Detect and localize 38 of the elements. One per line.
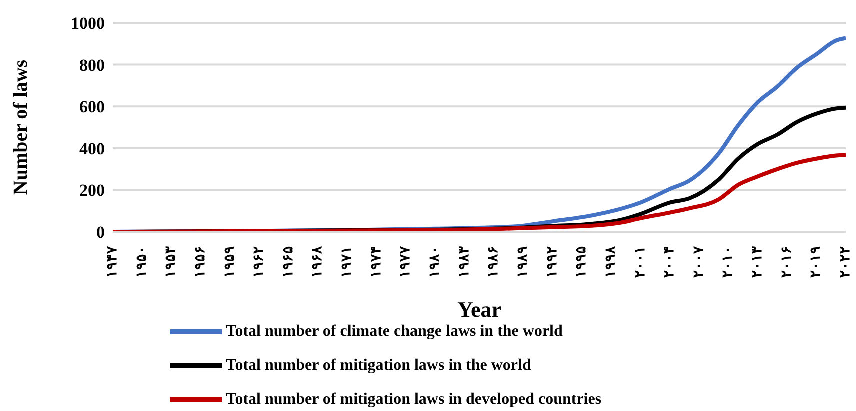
y-tick-label: 400	[80, 139, 105, 158]
y-tick-label: 800	[80, 56, 105, 75]
x-tick-label: ۱۹۸۳	[457, 246, 472, 278]
x-tick-label: ۱۹۹۲	[545, 246, 560, 278]
x-tick-label: ۱۹۵۹	[222, 246, 238, 278]
y-axis-title: Number of laws	[10, 60, 32, 196]
x-tick-label: ۱۹۵۰	[134, 246, 150, 278]
y-tick-label: 600	[80, 98, 105, 117]
x-tick-label: ۲۰۱۶	[780, 246, 795, 278]
x-tick-label: ۱۹۶۵	[281, 246, 296, 278]
x-tick-label: ۱۹۸۹	[516, 246, 531, 278]
x-axis-title: Year	[458, 297, 502, 322]
y-tick-label: 0	[96, 223, 105, 242]
x-tick-label: ۱۹۷۱	[340, 246, 356, 278]
legend-label: Total number of climate change laws in the world	[226, 323, 563, 341]
x-tick-label: ۱۹۷۴	[369, 246, 384, 278]
x-tick-label: ۲۰۰۷	[692, 246, 707, 278]
x-tick-label: ۲۰۱۹	[809, 246, 824, 278]
x-tick-label: ۱۹۹۸	[604, 246, 619, 278]
x-tick-label: ۱۹۸۰	[428, 246, 444, 278]
legend-label: Total number of mitigation laws in developed countries	[226, 391, 602, 409]
x-tick-label: ۲۰۲۲	[838, 246, 854, 278]
x-tick-label: ۱۹۴۷	[106, 246, 120, 278]
x-tick-label: ۱۹۷۷	[398, 246, 414, 278]
x-tick-label: ۱۹۵۳	[164, 246, 180, 278]
x-tick-label: ۲۰۰۱	[633, 246, 648, 278]
y-tick-label: 200	[80, 181, 105, 200]
y-tick-label: 1000	[71, 14, 105, 34]
legend-label: Total number of mitigation laws in the world	[226, 357, 532, 375]
line-series	[113, 153, 846, 232]
x-tick-label: ۲۰۱۳	[750, 246, 766, 278]
x-tick-label: ۲۰۱۰	[721, 246, 736, 278]
x-tick-label: ۲۰۰۴	[662, 246, 678, 278]
x-tick-label: ۱۹۸۶	[486, 246, 502, 278]
x-tick-label: ۱۹۹۵	[574, 246, 590, 278]
x-tick-label: ۱۹۵۶	[193, 246, 208, 278]
x-tick-label: ۱۹۶۲	[252, 246, 268, 278]
x-tick-label: ۱۹۶۸	[310, 246, 326, 278]
